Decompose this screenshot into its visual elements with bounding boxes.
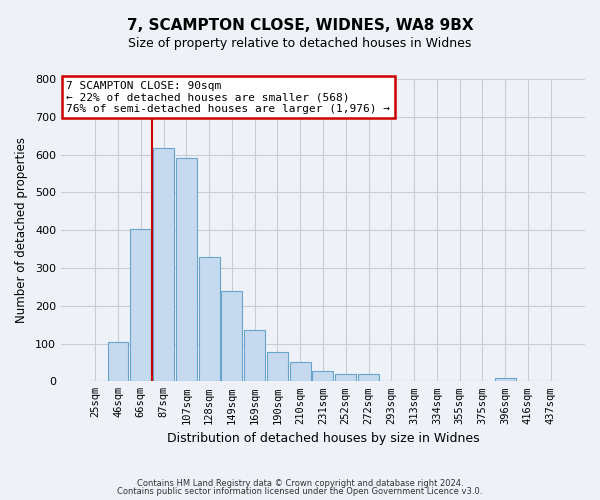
Text: 7 SCAMPTON CLOSE: 90sqm
← 22% of detached houses are smaller (568)
76% of semi-d: 7 SCAMPTON CLOSE: 90sqm ← 22% of detache… — [66, 80, 390, 114]
Y-axis label: Number of detached properties: Number of detached properties — [15, 137, 28, 323]
X-axis label: Distribution of detached houses by size in Widnes: Distribution of detached houses by size … — [167, 432, 479, 445]
Bar — [313, 371, 334, 382]
Bar — [358, 374, 379, 382]
Bar — [267, 352, 288, 382]
Text: Contains HM Land Registry data © Crown copyright and database right 2024.: Contains HM Land Registry data © Crown c… — [137, 478, 463, 488]
Bar — [199, 256, 220, 382]
Text: 7, SCAMPTON CLOSE, WIDNES, WA8 9BX: 7, SCAMPTON CLOSE, WIDNES, WA8 9BX — [127, 18, 473, 32]
Bar — [494, 378, 515, 382]
Bar — [107, 342, 128, 382]
Text: Size of property relative to detached houses in Widnes: Size of property relative to detached ho… — [128, 38, 472, 51]
Bar — [221, 292, 242, 382]
Bar — [130, 230, 151, 382]
Bar — [176, 158, 197, 382]
Text: Contains public sector information licensed under the Open Government Licence v3: Contains public sector information licen… — [118, 487, 482, 496]
Bar — [335, 374, 356, 382]
Bar — [153, 148, 174, 382]
Bar — [290, 362, 311, 382]
Bar — [244, 330, 265, 382]
